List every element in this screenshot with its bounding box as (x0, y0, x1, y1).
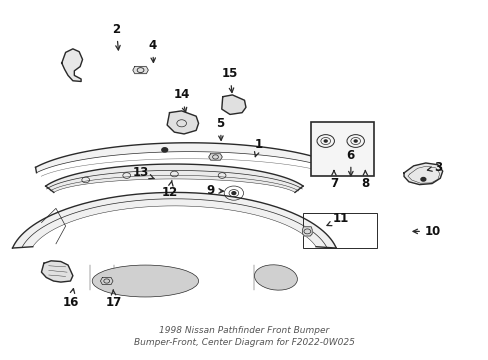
Circle shape (162, 148, 167, 152)
Circle shape (420, 177, 425, 181)
Polygon shape (36, 143, 342, 173)
Text: 8: 8 (361, 171, 369, 190)
Text: 4: 4 (148, 39, 157, 62)
Polygon shape (41, 261, 73, 282)
Ellipse shape (254, 265, 297, 290)
Text: 16: 16 (62, 289, 79, 309)
Text: 12: 12 (161, 180, 177, 199)
Text: 1998 Nissan Pathfinder Front Bumper
Bumper-Front, Center Diagram for F2022-0W025: 1998 Nissan Pathfinder Front Bumper Bump… (134, 327, 354, 347)
Text: 14: 14 (173, 89, 189, 112)
Polygon shape (403, 163, 442, 185)
Circle shape (353, 140, 356, 142)
Polygon shape (61, 49, 82, 81)
Text: 11: 11 (326, 212, 348, 226)
Polygon shape (13, 192, 336, 248)
Circle shape (231, 192, 235, 194)
Bar (302, 213, 377, 248)
Polygon shape (222, 95, 245, 114)
Polygon shape (133, 67, 148, 74)
Text: 6: 6 (346, 149, 354, 176)
Polygon shape (100, 278, 113, 284)
Text: 5: 5 (216, 117, 224, 140)
Circle shape (324, 140, 326, 142)
Polygon shape (208, 154, 222, 160)
Text: 2: 2 (112, 23, 120, 50)
Text: 17: 17 (105, 290, 122, 309)
Polygon shape (45, 164, 303, 192)
Bar (310, 122, 373, 176)
Polygon shape (167, 111, 198, 134)
Text: 15: 15 (222, 67, 238, 93)
Ellipse shape (92, 265, 198, 297)
Polygon shape (302, 227, 311, 236)
Text: 3: 3 (427, 161, 441, 174)
Text: 9: 9 (206, 184, 223, 197)
Text: 1: 1 (254, 138, 263, 157)
Text: 7: 7 (329, 171, 337, 190)
Text: 13: 13 (132, 166, 154, 179)
Text: 10: 10 (412, 225, 440, 238)
